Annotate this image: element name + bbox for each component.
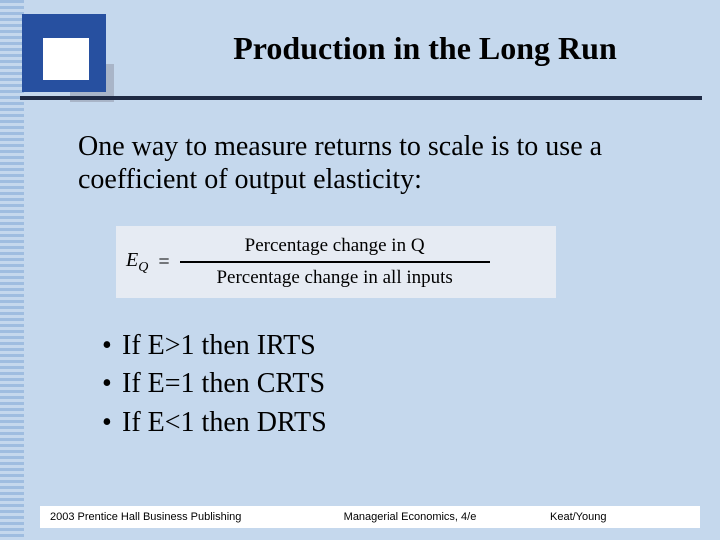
formula-denominator: Percentage change in all inputs (216, 266, 452, 290)
footer-right: Keat/Young (550, 511, 690, 523)
title-underline (20, 96, 702, 100)
formula-lhs: EQ (126, 249, 148, 276)
corner-square-light (43, 38, 89, 80)
formula-lhs-base: E (126, 249, 138, 271)
formula-lhs-sub: Q (138, 260, 148, 275)
bullet-item: •If E=1 then CRTS (102, 366, 327, 402)
bullet-text: If E>1 then IRTS (122, 330, 316, 361)
title-area: Production in the Long Run (160, 30, 690, 67)
bullet-item: •If E<1 then DRTS (102, 405, 327, 441)
intro-text: One way to measure returns to scale is t… (78, 130, 668, 196)
footer-left: 2003 Prentice Hall Business Publishing (50, 511, 270, 523)
slide: Production in the Long Run One way to me… (0, 0, 720, 540)
formula-fraction: Percentage change in Q Percentage change… (180, 234, 490, 290)
footer: 2003 Prentice Hall Business Publishing M… (40, 506, 700, 528)
footer-middle: Managerial Economics, 4/e (270, 511, 550, 523)
left-stripe (0, 0, 24, 540)
bullet-item: •If E>1 then IRTS (102, 328, 327, 364)
formula-numerator: Percentage change in Q (245, 234, 425, 258)
bullet-list: •If E>1 then IRTS •If E=1 then CRTS •If … (102, 328, 327, 443)
bullet-text: If E<1 then DRTS (122, 407, 327, 438)
bullet-text: If E=1 then CRTS (122, 368, 325, 399)
fraction-line (180, 261, 490, 263)
slide-title: Production in the Long Run (160, 30, 690, 67)
formula: EQ = Percentage change in Q Percentage c… (116, 226, 556, 298)
formula-equals: = (158, 251, 169, 274)
